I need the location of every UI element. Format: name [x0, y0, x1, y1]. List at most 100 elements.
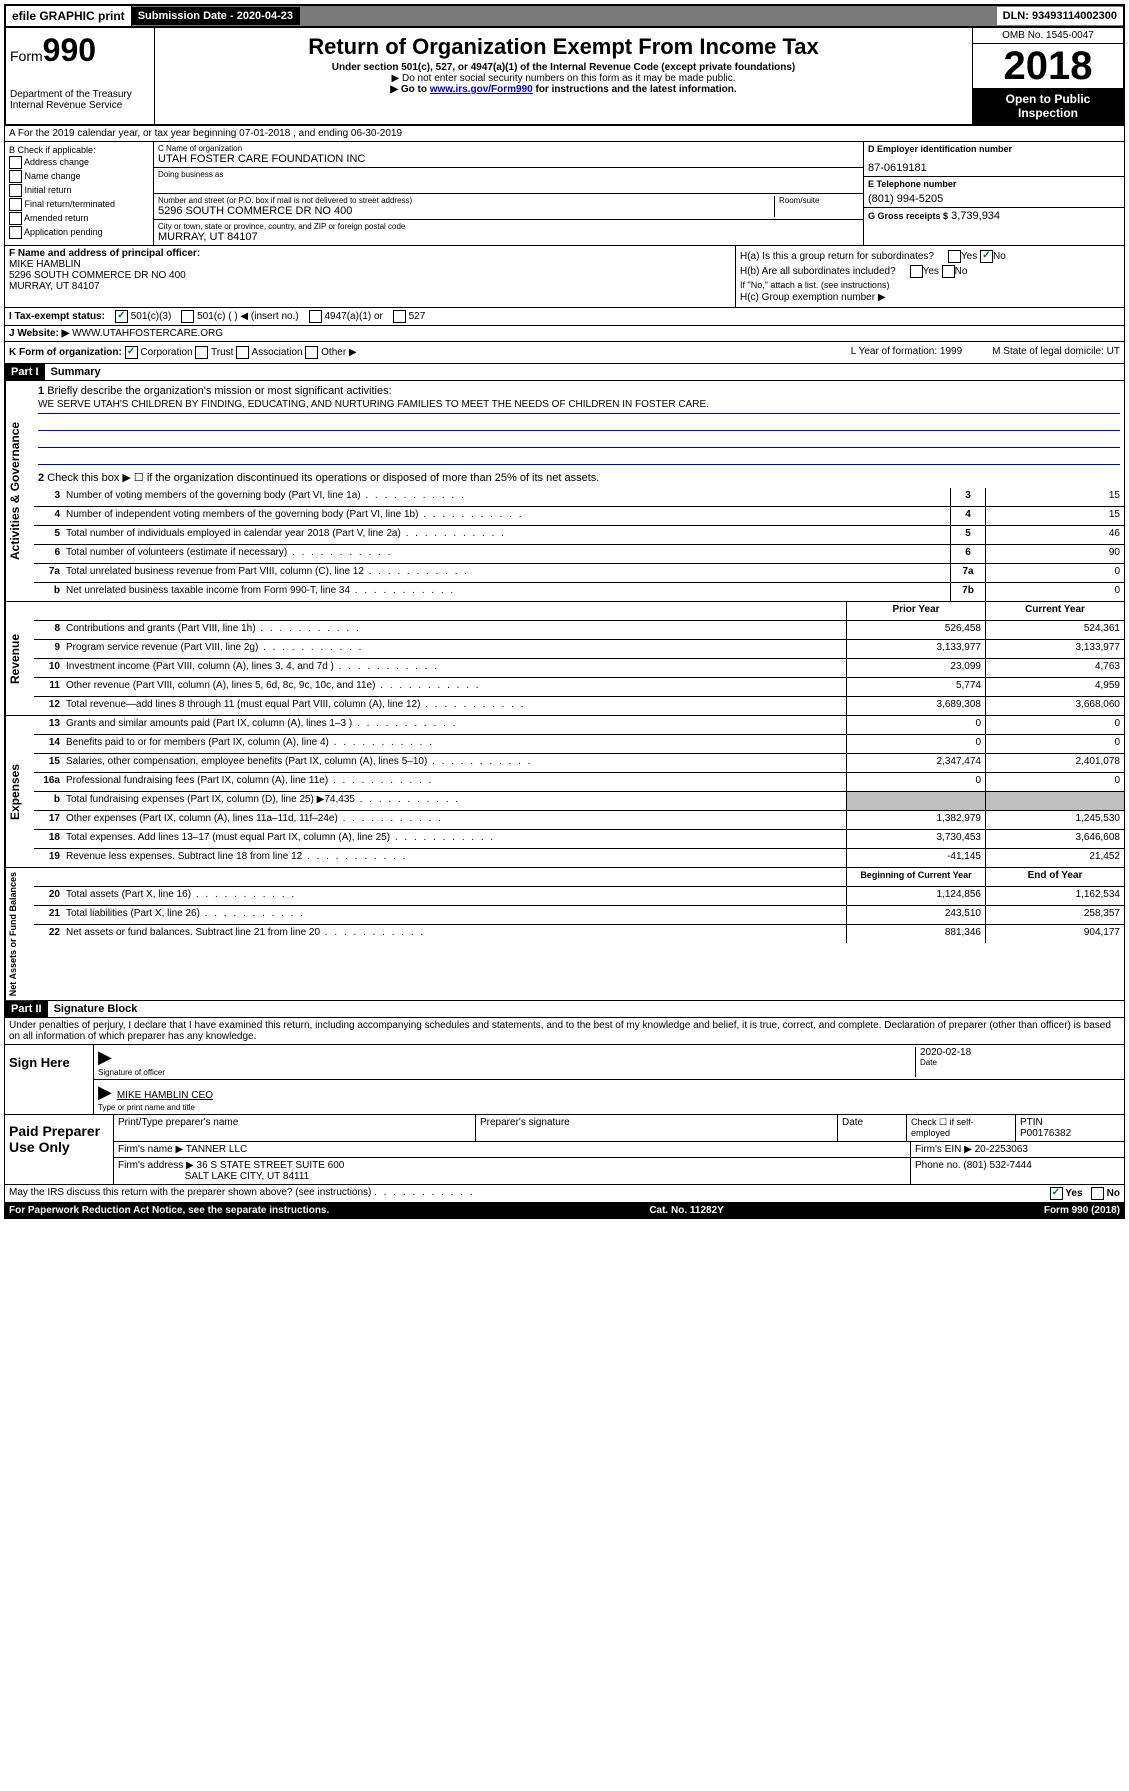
table-row: 20 Total assets (Part X, line 16) 1,124,…: [34, 887, 1124, 906]
sig-date-label: Date: [920, 1058, 1120, 1067]
tel-label: E Telephone number: [868, 179, 1120, 189]
top-bar: efile GRAPHIC print Submission Date - 20…: [4, 4, 1125, 28]
block-b-through-g: B Check if applicable: Address change Na…: [4, 142, 1125, 246]
form-title: Return of Organization Exempt From Incom…: [159, 34, 968, 60]
perjury-statement: Under penalties of perjury, I declare th…: [5, 1018, 1124, 1045]
form-footer: Form 990 (2018): [1044, 1205, 1120, 1216]
cb-discuss-no[interactable]: [1091, 1187, 1104, 1200]
signature-block: Under penalties of perjury, I declare th…: [4, 1018, 1125, 1115]
efile-label[interactable]: efile GRAPHIC print: [6, 6, 132, 26]
cb-ha-no[interactable]: [980, 250, 993, 263]
cb-ha-yes[interactable]: [948, 250, 961, 263]
lbl-name-change: Name change: [25, 171, 81, 181]
year-block: OMB No. 1545-0047 2018 Open to Public In…: [972, 28, 1123, 124]
opt-527: 527: [409, 311, 426, 322]
ptin-label: PTIN: [1020, 1117, 1043, 1128]
mission-text: WE SERVE UTAH'S CHILDREN BY FINDING, EDU…: [38, 399, 1120, 414]
cb-assoc[interactable]: [236, 346, 249, 359]
preparer-date-header: Date: [838, 1115, 907, 1141]
opt-4947: 4947(a)(1) or: [324, 311, 382, 322]
tax-year: 2018: [973, 44, 1123, 88]
revenue-section: Revenue Prior Year Current Year 8 Contri…: [4, 602, 1125, 716]
table-row: 19 Revenue less expenses. Subtract line …: [34, 849, 1124, 867]
part1-title: Summary: [45, 364, 107, 380]
box-h: H(a) Is this a group return for subordin…: [736, 246, 1124, 307]
hb-note: If "No," attach a list. (see instruction…: [740, 280, 1120, 290]
q1-label: Briefly describe the organization's miss…: [47, 385, 391, 397]
governance-section: Activities & Governance 1 Briefly descri…: [4, 381, 1125, 602]
side-expenses: Expenses: [5, 716, 34, 867]
box-b-title: B Check if applicable:: [9, 145, 149, 155]
mission-blank3: [38, 450, 1120, 465]
org-address: 5296 SOUTH COMMERCE DR NO 400: [158, 205, 774, 217]
opt-trust: Trust: [211, 347, 233, 358]
cb-4947[interactable]: [309, 310, 322, 323]
ein-value: 87-0619181: [868, 162, 1120, 174]
subtitle-3[interactable]: ▶ Go to www.irs.gov/Form990 for instruct…: [159, 84, 968, 95]
form-word: Form: [10, 48, 43, 64]
dln-label: DLN: 93493114002300: [997, 7, 1123, 25]
cb-501c3[interactable]: [115, 310, 128, 323]
self-employed-check[interactable]: Check ☐ if self-employed: [907, 1115, 1016, 1141]
firm-phone: (801) 532-7444: [963, 1160, 1031, 1171]
row-k: K Form of organization: Corporation Trus…: [4, 342, 1125, 364]
table-row: 16a Professional fundraising fees (Part …: [34, 773, 1124, 792]
q2-label: Check this box ▶ ☐ if the organization d…: [47, 472, 599, 484]
cb-corp[interactable]: [125, 346, 138, 359]
cb-527[interactable]: [393, 310, 406, 323]
org-name-label: C Name of organization: [158, 144, 859, 153]
cb-hb-no[interactable]: [942, 265, 955, 278]
sig-name-label: Type or print name and title: [98, 1103, 213, 1112]
table-row: b Net unrelated business taxable income …: [34, 583, 1124, 601]
omb-number: OMB No. 1545-0047: [973, 28, 1123, 44]
gross-value: 3,739,934: [951, 210, 1000, 222]
col-end: End of Year: [985, 868, 1124, 886]
cb-amended[interactable]: [9, 212, 22, 225]
preparer-sig-header: Preparer's signature: [476, 1115, 838, 1141]
firm-phone-label: Phone no.: [915, 1160, 961, 1171]
footer-bar: For Paperwork Reduction Act Notice, see …: [4, 1203, 1125, 1219]
cb-other[interactable]: [305, 346, 318, 359]
state-domicile: M State of legal domicile: UT: [992, 346, 1120, 359]
table-row: 4 Number of independent voting members o…: [34, 507, 1124, 526]
gross-label: G Gross receipts $: [868, 211, 948, 221]
table-row: 11 Other revenue (Part VIII, column (A),…: [34, 678, 1124, 697]
part2-title: Signature Block: [48, 1001, 144, 1017]
opt-corp: Corporation: [140, 347, 192, 358]
table-row: 21 Total liabilities (Part X, line 26) 2…: [34, 906, 1124, 925]
form-org-label: K Form of organization:: [9, 347, 122, 358]
sig-date: 2020-02-18: [920, 1047, 1120, 1058]
dept-label: Department of the Treasury Internal Reve…: [10, 89, 150, 111]
ein-label: D Employer identification number: [868, 144, 1120, 154]
opt-501c3: 501(c)(3): [131, 311, 172, 322]
website-url[interactable]: WWW.UTAHFOSTERCARE.ORG: [72, 328, 223, 339]
cb-address-change[interactable]: [9, 156, 22, 169]
side-revenue: Revenue: [5, 602, 34, 715]
cb-501c[interactable]: [181, 310, 194, 323]
table-row: 15 Salaries, other compensation, employe…: [34, 754, 1124, 773]
city-label: City or town, state or province, country…: [158, 222, 859, 231]
cb-app-pending[interactable]: [9, 226, 22, 239]
part1-badge: Part I: [5, 364, 45, 380]
cb-trust[interactable]: [195, 346, 208, 359]
table-row: 5 Total number of individuals employed i…: [34, 526, 1124, 545]
form-number-block: Form990 Department of the Treasury Inter…: [6, 28, 155, 124]
cb-discuss-yes[interactable]: [1050, 1187, 1063, 1200]
box-c: C Name of organization UTAH FOSTER CARE …: [154, 142, 864, 245]
sig-officer-label: Signature of officer: [98, 1068, 915, 1077]
lbl-address-change: Address change: [24, 157, 89, 167]
ha-label: H(a) Is this a group return for subordin…: [740, 251, 934, 262]
cb-initial-return[interactable]: [9, 184, 22, 197]
subtitle-2: ▶ Do not enter social security numbers o…: [159, 73, 968, 84]
table-row: 8 Contributions and grants (Part VIII, l…: [34, 621, 1124, 640]
row-f-h: F Name and address of principal officer:…: [4, 246, 1125, 308]
firm-ein-label: Firm's EIN ▶: [915, 1144, 972, 1155]
cb-name-change[interactable]: [9, 170, 22, 183]
box-d-e-g: D Employer identification number 87-0619…: [864, 142, 1124, 245]
cb-hb-yes[interactable]: [910, 265, 923, 278]
box-b: B Check if applicable: Address change Na…: [5, 142, 154, 245]
cb-final-return[interactable]: [9, 198, 22, 211]
mission-blank2: [38, 433, 1120, 448]
col-prior-year: Prior Year: [846, 602, 985, 620]
side-netassets: Net Assets or Fund Balances: [5, 868, 34, 1000]
